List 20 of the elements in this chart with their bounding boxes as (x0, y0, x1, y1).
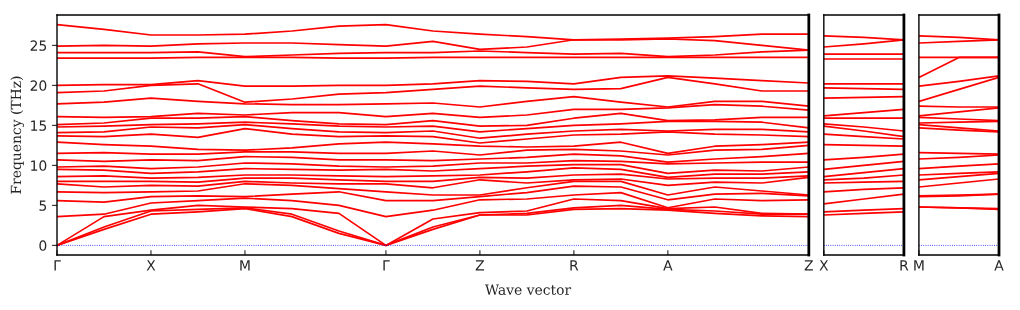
y-tick-label: 10 (31, 160, 47, 171)
y-axis-title: Frequency (THz) (10, 76, 25, 194)
x-tick-label: Z (804, 260, 813, 271)
y-tick-label: 20 (30, 80, 47, 91)
x-tick-label: X (819, 260, 829, 271)
x-tick-label: R (900, 260, 909, 271)
x-tick-label: R (570, 260, 579, 271)
x-tick-label: Γ (54, 260, 61, 271)
y-tick-label: 5 (39, 200, 47, 211)
x-tick-label: Γ (383, 260, 390, 271)
y-tick-label: 15 (31, 120, 47, 131)
y-tick-label: 25 (30, 40, 47, 51)
x-tick-label: X (146, 260, 156, 271)
x-tick-label: M (914, 260, 924, 271)
x-axis-title: Wave vector (484, 284, 572, 295)
x-tick-label: A (994, 260, 1004, 271)
x-tick-label: Z (475, 260, 485, 271)
y-tick-label: 0 (39, 240, 47, 251)
x-tick-label: M (240, 260, 250, 271)
x-tick-label: A (663, 260, 673, 271)
